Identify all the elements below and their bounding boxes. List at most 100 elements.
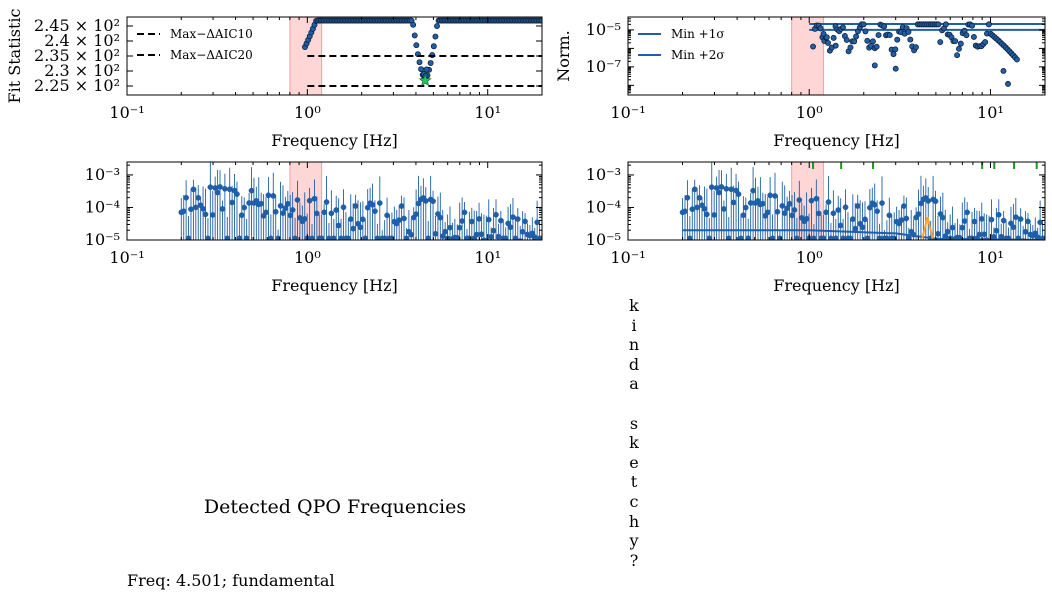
data-point <box>493 211 499 218</box>
x-tick-label: 10⁻¹ <box>109 248 144 267</box>
data-point <box>898 217 905 223</box>
qpo-frequency-line: Freq: 4.501; fundamental <box>127 571 335 590</box>
data-point <box>188 206 194 213</box>
data-point <box>985 21 992 28</box>
data-point <box>995 211 1002 218</box>
vertical-letter: i <box>631 315 637 335</box>
data-point <box>971 218 978 225</box>
y-tick-label: 10⁻⁷ <box>586 57 621 76</box>
data-point <box>413 42 420 49</box>
data-point <box>935 230 941 237</box>
data-point <box>238 212 245 219</box>
data-point <box>289 207 296 213</box>
legend-label: Max−ΔAIC10 <box>170 27 253 41</box>
data-point <box>823 209 829 216</box>
data-point <box>294 197 301 203</box>
data-point <box>837 222 844 229</box>
data-point <box>490 227 497 234</box>
data-point <box>982 39 989 46</box>
data-point <box>219 206 226 212</box>
data-point <box>759 200 766 207</box>
data-point <box>871 62 878 69</box>
data-point <box>721 206 727 212</box>
data-point <box>843 36 850 43</box>
data-point <box>432 33 439 40</box>
data-point <box>862 28 869 35</box>
data-point <box>531 234 538 240</box>
data-point <box>907 36 914 43</box>
x-axis-label: Frequency [Hz] <box>271 276 398 295</box>
x-tick-label: 10⁻¹ <box>610 103 645 122</box>
data-point <box>534 219 541 226</box>
data-point <box>871 201 878 208</box>
data-point <box>200 206 206 212</box>
data-point <box>357 224 364 231</box>
data-point <box>265 192 272 199</box>
data-point <box>684 194 691 201</box>
vertical-letter: y <box>629 531 639 551</box>
data-point <box>217 184 223 190</box>
data-point <box>803 215 810 222</box>
data-point <box>808 197 815 204</box>
data-point <box>853 33 860 40</box>
data-point <box>740 212 747 219</box>
data-point <box>817 25 824 32</box>
data-point <box>864 37 871 44</box>
data-point <box>935 21 942 28</box>
data-point <box>905 28 912 35</box>
data-point <box>352 203 359 209</box>
data-point <box>1017 216 1024 222</box>
data-point <box>723 185 730 192</box>
data-point <box>881 23 888 30</box>
data-point <box>1037 219 1043 226</box>
data-point <box>942 21 949 28</box>
legend: Max−ΔAIC10 Max−ΔAIC20 <box>137 27 253 62</box>
data-point <box>539 235 542 240</box>
data-point <box>892 46 899 53</box>
vertical-letter: k <box>629 433 639 453</box>
data-point <box>459 218 465 224</box>
data-point <box>832 42 839 49</box>
x-tick-label: 10⁻¹ <box>109 103 144 122</box>
data-point <box>682 208 688 215</box>
legend-label: Max−ΔAIC20 <box>170 48 253 62</box>
data-point <box>401 215 407 222</box>
data-point <box>488 233 495 240</box>
data-point <box>747 200 754 206</box>
y-tick-label: 10⁻³ <box>586 165 621 184</box>
data-point <box>959 224 966 231</box>
x-tick-label: 10⁰ <box>796 103 823 122</box>
data-point <box>708 184 715 191</box>
data-point <box>955 45 962 52</box>
data-point <box>939 214 946 221</box>
data-point <box>183 194 189 201</box>
data-point <box>340 204 347 211</box>
data-point <box>949 224 956 231</box>
axes-frame <box>126 161 543 241</box>
data-point <box>774 208 781 215</box>
data-point <box>519 228 526 235</box>
data-point <box>432 230 439 237</box>
data-point <box>873 43 880 50</box>
data-point <box>461 209 468 216</box>
data-point <box>497 217 504 224</box>
data-point <box>691 186 698 193</box>
vertical-letter: t <box>630 472 638 492</box>
data-point <box>952 38 959 45</box>
data-point <box>398 203 405 209</box>
data-point <box>396 217 403 223</box>
y-tick-label: 10⁻⁵ <box>586 20 621 39</box>
x-axis-label: Frequency [Hz] <box>773 276 900 295</box>
data-point <box>969 22 975 29</box>
x-tick-label: 10¹ <box>474 103 501 122</box>
data-point <box>851 38 858 45</box>
data-point <box>416 59 423 66</box>
data-point <box>437 214 444 221</box>
data-point <box>701 206 708 212</box>
data-point <box>835 207 842 213</box>
data-point <box>988 216 995 223</box>
data-point <box>350 225 357 232</box>
data-point <box>796 197 803 203</box>
data-point <box>840 24 846 31</box>
